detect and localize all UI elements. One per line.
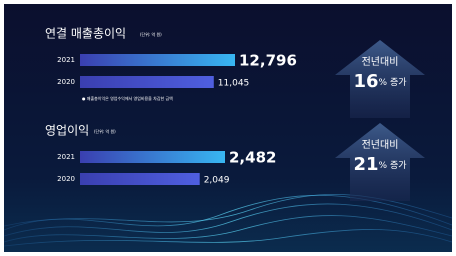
- annotation-value: 21: [353, 154, 378, 175]
- value-label: 11,045: [218, 79, 250, 89]
- chart-title: 영업이익: [45, 124, 89, 138]
- value-label: 12,796: [239, 52, 297, 70]
- unit-label: (단위: 억 원): [94, 128, 116, 134]
- value-label: 2,049: [204, 176, 230, 186]
- chart-title: 연결 매출총이익: [45, 27, 126, 41]
- annotation-value: 16: [353, 71, 378, 92]
- bar: [80, 173, 200, 185]
- unit-label: (단위: 억 원): [140, 31, 162, 37]
- category-label: 2021: [57, 153, 75, 161]
- annotation-suffix: % 증가: [379, 160, 407, 171]
- bar: [80, 151, 225, 163]
- annotation-label: 전년대비: [362, 56, 399, 68]
- category-label: 2021: [57, 56, 75, 64]
- slide: 연결 매출총이익 (단위: 억 원) 2021 12,796 2020 11,045 ● 매…: [0, 0, 456, 256]
- category-label: 2020: [57, 78, 75, 86]
- bar: [80, 76, 214, 88]
- annotation-label: 전년대비: [362, 139, 399, 151]
- value-label: 2,482: [229, 149, 276, 167]
- category-label: 2020: [57, 175, 75, 183]
- annotation-suffix: % 증가: [379, 77, 407, 88]
- bar: [80, 54, 235, 66]
- footnote: ● 매출총이익은 영업수익에서 영업비용을 차감한 금액: [82, 95, 173, 101]
